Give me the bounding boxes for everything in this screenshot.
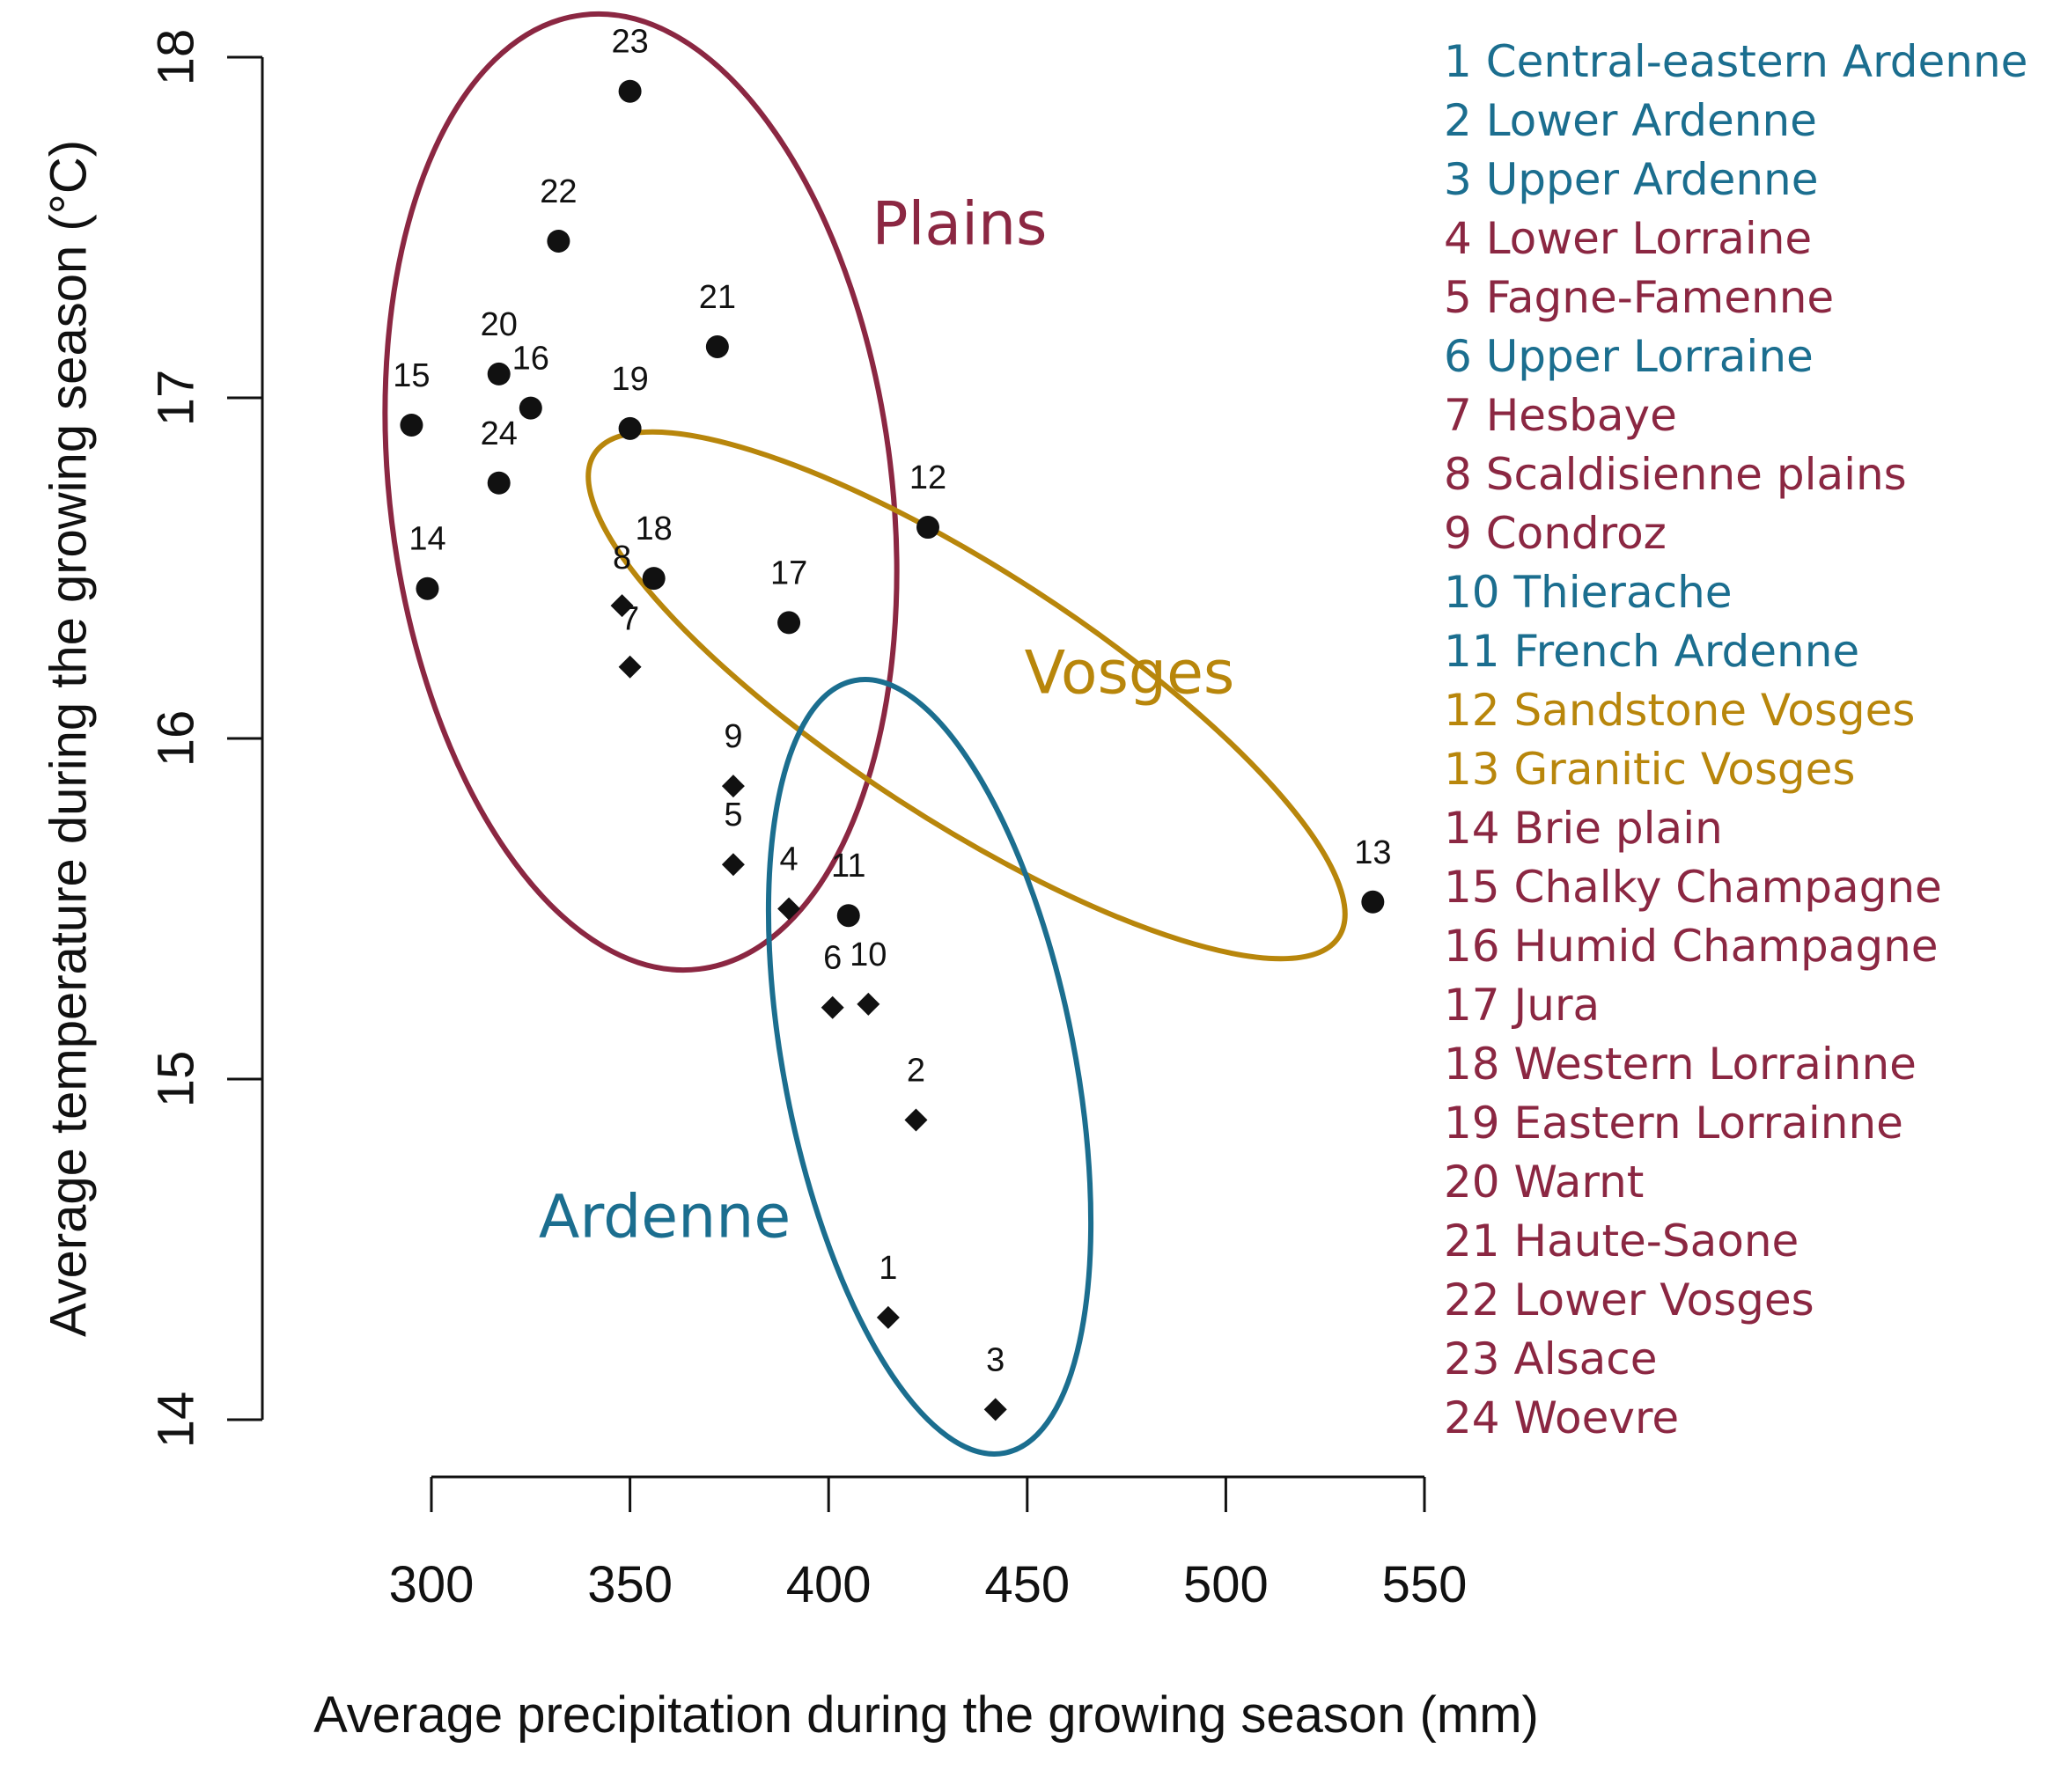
point-label-9: 9 — [724, 718, 742, 755]
point-9 — [721, 775, 745, 798]
point-label-8: 8 — [613, 540, 631, 577]
legend-item: 13 Granitic Vosges — [1444, 744, 1855, 795]
legend-item: 18 Western Lorrainne — [1444, 1039, 1917, 1090]
legend-item: 16 Humid Champagne — [1444, 921, 1939, 972]
point-2 — [904, 1108, 928, 1132]
y-axis-title: Average temperature during the growing s… — [40, 140, 98, 1337]
point-12 — [916, 516, 939, 540]
point-14 — [416, 577, 439, 600]
point-label-11: 11 — [831, 848, 865, 885]
group-labels: Plains Vosges Ardenne — [539, 190, 1235, 1252]
x-ticks: 300 350 400 450 500 550 — [389, 1477, 1468, 1613]
point-4 — [777, 897, 801, 921]
y-tick-label: 18 — [148, 29, 205, 86]
x-tick-label: 350 — [587, 1556, 673, 1613]
point-label-18: 18 — [636, 510, 673, 547]
group-label-ardenne: Ardenne — [539, 1183, 791, 1252]
point-15 — [400, 413, 423, 437]
point-21 — [705, 334, 729, 358]
point-label-17: 17 — [770, 554, 807, 591]
point-10 — [857, 992, 880, 1016]
legend-item: 22 Lower Vosges — [1444, 1274, 1814, 1326]
legend: 1 Central-eastern Ardenne 2 Lower Ardenne… — [1444, 36, 2028, 1443]
point-6 — [821, 995, 844, 1019]
point-label-14: 14 — [408, 521, 445, 558]
point-label-16: 16 — [512, 341, 549, 378]
legend-item: 17 Jura — [1444, 980, 1600, 1031]
point-11 — [836, 904, 860, 928]
point-label-13: 13 — [1354, 834, 1391, 871]
y-tick-label: 14 — [148, 1392, 205, 1449]
point-20 — [487, 362, 511, 386]
legend-item: 2 Lower Ardenne — [1444, 95, 1817, 146]
x-axis-title: Average precipitation during the growing… — [313, 1686, 1539, 1744]
point-label-3: 3 — [986, 1341, 1005, 1378]
legend-item: 23 Alsace — [1444, 1333, 1658, 1384]
point-7 — [618, 655, 642, 679]
x-tick-label: 400 — [786, 1556, 872, 1613]
point-label-12: 12 — [909, 459, 946, 496]
point-label-2: 2 — [907, 1052, 925, 1089]
point-5 — [721, 853, 745, 877]
legend-item: 1 Central-eastern Ardenne — [1444, 36, 2028, 87]
ardenne-ellipse — [765, 677, 1094, 1457]
x-tick-label: 300 — [389, 1556, 475, 1613]
legend-item: 6 Upper Lorraine — [1444, 331, 1814, 382]
y-tick-label: 15 — [148, 1051, 205, 1108]
point-label-23: 23 — [611, 24, 648, 61]
point-24 — [487, 471, 511, 495]
legend-item: 10 Thierache — [1444, 567, 1733, 618]
point-label-24: 24 — [481, 415, 518, 452]
legend-item: 21 Haute-Saone — [1444, 1215, 1799, 1267]
point-label-20: 20 — [481, 306, 518, 343]
point-19 — [618, 416, 642, 440]
legend-item: 8 Scaldisienne plains — [1444, 449, 1907, 500]
x-tick-label: 550 — [1382, 1556, 1468, 1613]
y-tick-label: 16 — [148, 710, 205, 767]
point-3 — [983, 1398, 1007, 1421]
point-label-1: 1 — [879, 1250, 897, 1287]
legend-item: 20 Warnt — [1444, 1157, 1644, 1208]
point-label-22: 22 — [540, 173, 577, 210]
legend-item: 5 Fagne-Famenne — [1444, 272, 1834, 323]
point-23 — [618, 79, 642, 103]
point-label-4: 4 — [780, 841, 799, 878]
point-label-5: 5 — [724, 797, 742, 834]
point-8 — [610, 594, 634, 618]
point-label-19: 19 — [611, 361, 648, 398]
legend-item: 24 Woevre — [1444, 1392, 1679, 1443]
x-tick-label: 450 — [984, 1556, 1070, 1613]
legend-item: 14 Brie plain — [1444, 803, 1723, 854]
group-label-plains: Plains — [872, 190, 1048, 260]
point-label-15: 15 — [393, 357, 430, 394]
point-16 — [519, 396, 542, 420]
legend-item: 11 French Ardenne — [1444, 626, 1859, 677]
legend-item: 4 Lower Lorraine — [1444, 213, 1812, 264]
legend-item: 7 Hesbaye — [1444, 390, 1677, 441]
legend-item: 12 Sandstone Vosges — [1444, 685, 1915, 736]
group-ellipses — [382, 11, 1348, 1457]
x-tick-label: 500 — [1183, 1556, 1269, 1613]
point-17 — [777, 611, 801, 635]
vosges-ellipse — [585, 429, 1348, 962]
point-22 — [547, 229, 570, 253]
legend-item: 3 Upper Ardenne — [1444, 154, 1819, 205]
legend-item: 15 Chalky Champagne — [1444, 862, 1942, 913]
group-label-vosges: Vosges — [1025, 639, 1235, 709]
point-13 — [1361, 890, 1385, 914]
point-label-6: 6 — [823, 940, 842, 977]
y-tick-label: 17 — [148, 370, 205, 427]
point-18 — [642, 567, 666, 591]
legend-item: 9 Condroz — [1444, 508, 1667, 559]
point-1 — [876, 1305, 900, 1329]
y-ticks: 14 15 16 17 18 — [148, 29, 262, 1449]
point-label-21: 21 — [699, 279, 736, 316]
point-label-10: 10 — [850, 936, 887, 973]
plains-ellipse — [382, 11, 900, 973]
legend-item: 19 Eastern Lorrainne — [1444, 1098, 1903, 1149]
